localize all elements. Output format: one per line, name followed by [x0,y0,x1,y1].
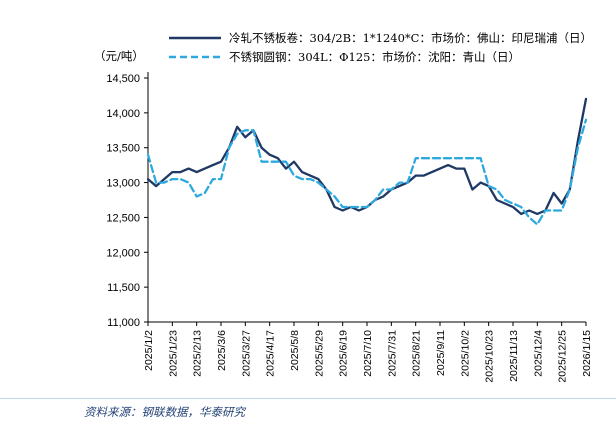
dashed-line-swatch [169,55,221,59]
source-note: 资料来源：钢联数据，华泰研究 [84,405,245,419]
svg-text:2025/12/25: 2025/12/25 [557,330,569,383]
svg-text:2025/8/21: 2025/8/21 [411,330,423,377]
svg-text:11,500: 11,500 [107,282,140,294]
y-axis-unit-label: （元/吨） [94,49,144,63]
svg-text:2025/12/4: 2025/12/4 [532,330,544,377]
svg-text:14,000: 14,000 [106,108,140,120]
svg-text:2025/10/23: 2025/10/23 [484,330,496,383]
svg-text:2025/10/2: 2025/10/2 [459,330,471,377]
price-line-chart: 11,000 11,500 12,000 12,500 13,000 13,500 14,0… [106,72,593,383]
svg-text:2026/1/15: 2026/1/15 [581,330,593,377]
svg-text:2025/3/27: 2025/3/27 [240,330,252,377]
svg-text:2025/7/10: 2025/7/10 [362,330,374,377]
svg-text:14,500: 14,500 [106,73,140,85]
legend-label-cold-rolled: 冷轧不锈板卷：304/2B：1*1240*C：市场价：佛山：印尼瑞浦（日） [229,31,592,45]
svg-text:13,000: 13,000 [106,178,140,190]
chart-legend: 冷轧不锈板卷：304/2B：1*1240*C：市场价：佛山：印尼瑞浦（日） 不锈… [168,30,592,68]
svg-text:2025/11/13: 2025/11/13 [508,330,520,382]
svg-text:2025/6/19: 2025/6/19 [338,330,350,377]
legend-item-cold-rolled: 冷轧不锈板卷：304/2B：1*1240*C：市场价：佛山：印尼瑞浦（日） [168,30,592,46]
svg-text:2025/2/13: 2025/2/13 [192,330,204,377]
svg-text:12,500: 12,500 [106,212,140,224]
svg-text:13,500: 13,500 [106,143,140,155]
solid-line-swatch [169,36,221,40]
svg-text:2025/1/2: 2025/1/2 [143,330,155,371]
svg-text:2025/5/8: 2025/5/8 [289,330,301,371]
svg-text:12,000: 12,000 [106,247,140,259]
svg-text:11,000: 11,000 [107,317,140,329]
svg-text:2025/9/11: 2025/9/11 [435,330,447,376]
svg-text:2025/5/29: 2025/5/29 [313,330,325,377]
svg-text:2025/3/6: 2025/3/6 [216,330,228,371]
svg-text:2025/7/31: 2025/7/31 [386,330,398,377]
legend-item-round-steel: 不锈钢圆钢：304L：Φ125：市场价：沈阳：青山（日） [168,49,592,65]
svg-text:2025/1/23: 2025/1/23 [167,330,179,377]
legend-label-round-steel: 不锈钢圆钢：304L：Φ125：市场价：沈阳：青山（日） [229,50,520,65]
footer-divider [0,398,616,399]
svg-text:2025/4/17: 2025/4/17 [265,330,277,377]
